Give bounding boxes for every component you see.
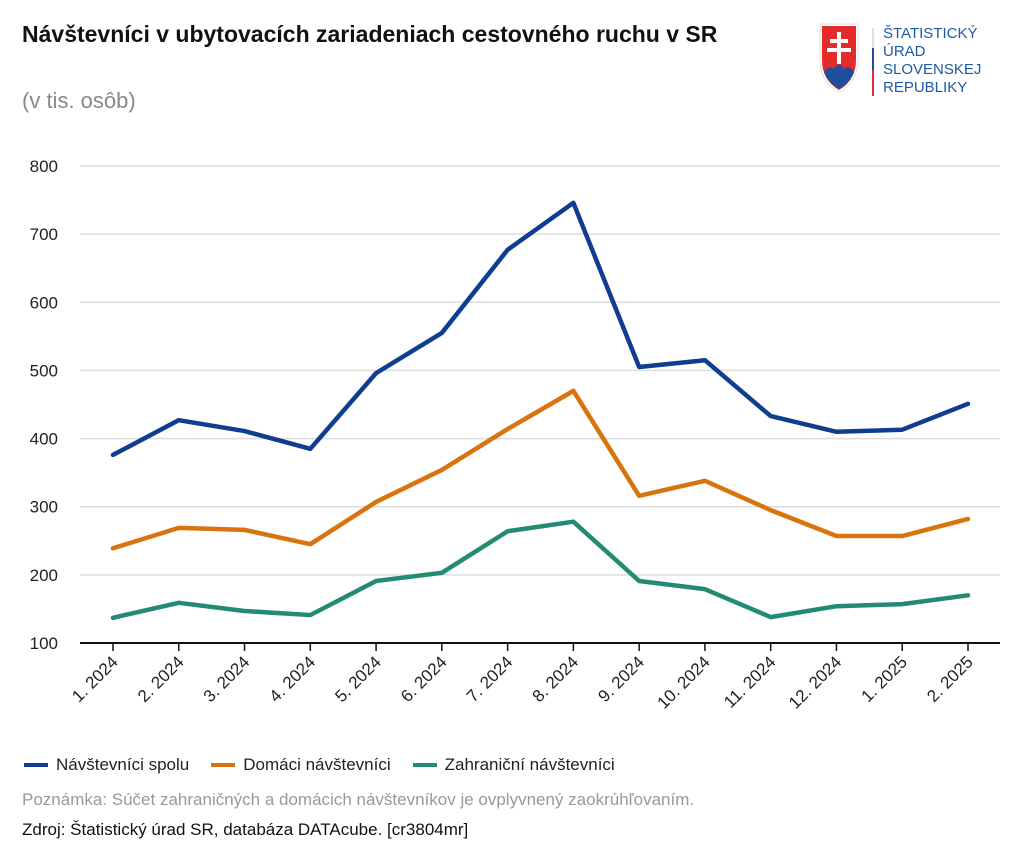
y-tick-label: 700 [30, 225, 58, 244]
series-line-1 [110, 388, 971, 551]
x-tick-label: 3. 2024 [200, 652, 254, 706]
line-chart: 100 200 300 400 500 600 700 800 1. 2024 2. 2024 3.… [30, 157, 1000, 713]
legend-swatch [24, 763, 48, 767]
chart-subtitle: (v tis. osôb) [22, 88, 136, 113]
series-line-2 [110, 519, 971, 621]
y-tick-label: 800 [30, 157, 58, 176]
y-tick-label: 600 [30, 293, 58, 312]
svg-text:ŠTATISTICKÝ: ŠTATISTICKÝ [883, 25, 977, 42]
y-tick-label: 200 [30, 566, 58, 585]
svg-text:REPUBLIKY: REPUBLIKY [883, 79, 967, 96]
x-tick-label: 5. 2024 [331, 652, 385, 706]
series-line-0 [110, 200, 971, 458]
x-tick-label: 9. 2024 [594, 652, 648, 706]
susr-logo: ŠTATISTICKÝ ÚRAD SLOVENSKEJ REPUBLIKY [815, 20, 1015, 100]
footnote: Poznámka: Súčet zahraničných a domácich … [22, 790, 695, 809]
legend-item: Domáci návštevníci [211, 755, 391, 775]
legend-label: Návštevníci spolu [56, 755, 190, 774]
x-tick-label: 10. 2024 [654, 652, 714, 712]
svg-text:SLOVENSKEJ: SLOVENSKEJ [883, 61, 981, 78]
x-tick-label: 8. 2024 [529, 652, 583, 706]
x-tick-label: 11. 2024 [720, 652, 779, 711]
legend-label: Zahraniční návštevníci [444, 755, 615, 774]
x-tick-label: 6. 2024 [397, 652, 451, 706]
legend-item: Návštevníci spolu [24, 755, 189, 775]
svg-text:ÚRAD: ÚRAD [883, 43, 926, 60]
x-tick-label: 12. 2024 [785, 652, 845, 712]
legend: Návštevníci spolu Domáci návštevníci Zah… [24, 755, 615, 775]
x-tick-label: 2. 2025 [923, 652, 977, 706]
y-tick-label: 500 [30, 361, 58, 380]
y-tick-label: 100 [30, 634, 58, 653]
x-tick-label: 7. 2024 [463, 652, 517, 706]
y-tick-label: 300 [30, 498, 58, 517]
legend-swatch [211, 763, 236, 767]
legend-item: Zahraniční návštevníci [412, 755, 615, 775]
x-tick-label: 4. 2024 [266, 652, 320, 706]
legend-label: Domáci návštevníci [243, 755, 391, 774]
x-tick-label: 2. 2024 [134, 652, 188, 706]
source-note: Zdroj: Štatistický úrad SR, databáza DAT… [22, 820, 469, 839]
legend-swatch [412, 763, 437, 767]
y-tick-label: 400 [30, 430, 58, 449]
x-tick-label: 1. 2025 [858, 652, 912, 706]
x-tick-label: 1. 2024 [68, 652, 122, 706]
chart-title: Návštevníci v ubytovacích zariadeniach c… [22, 21, 718, 47]
